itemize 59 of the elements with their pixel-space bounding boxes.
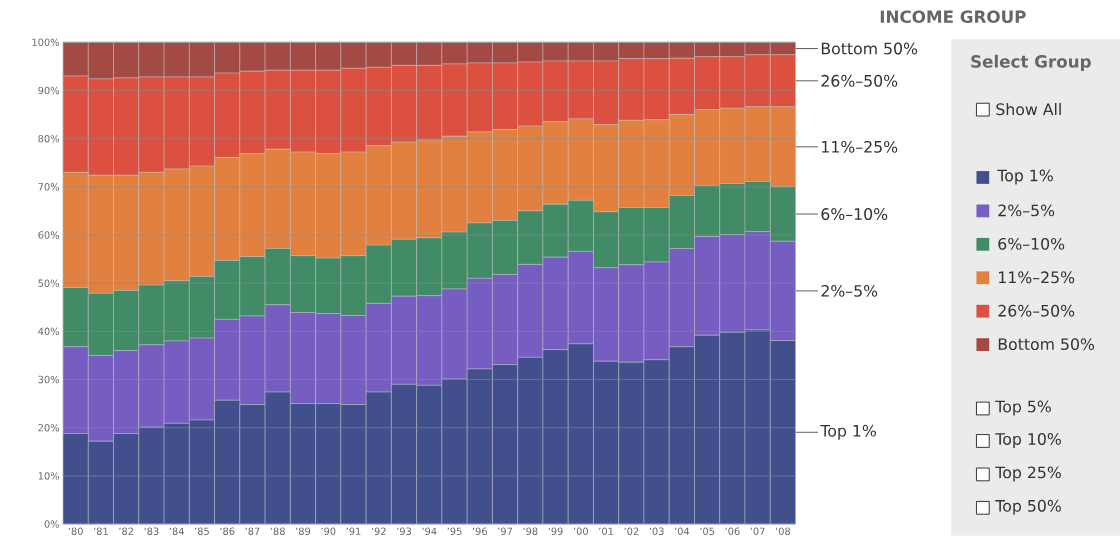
text: Top 10%	[995, 433, 1061, 449]
legend-label: 11%–25%	[999, 271, 1075, 284]
x-tick-label: ’88	[270, 527, 285, 536]
y-tick-label: 0%	[44, 520, 59, 528]
x-tick-label: ’91	[346, 527, 361, 536]
legend-label: 6%–10%	[998, 238, 1065, 250]
text: Top 25%	[995, 466, 1061, 482]
x-tick-label: ’01	[599, 527, 613, 536]
x-tick-label: ’81	[93, 527, 108, 536]
x-tick-label: ’05	[700, 527, 715, 536]
x-tick-label: ’08	[775, 527, 791, 536]
x-tick-label: ’84	[169, 527, 184, 536]
x-tick-label: ’89	[296, 527, 311, 536]
text: INCOME GROUP	[880, 10, 1026, 24]
y-tick-label: 60%	[38, 231, 59, 239]
x-tick-label: ’90	[321, 527, 336, 536]
legend-title: Select Group	[971, 55, 1091, 72]
x-tick-label: ’03	[649, 527, 664, 536]
text: Top 50%	[995, 500, 1061, 515]
text: 11%–25%	[822, 141, 898, 153]
y-tick-label: 20%	[38, 424, 59, 432]
series-label: Top 1%	[820, 425, 876, 440]
text: Top 5%	[995, 400, 1051, 416]
x-tick-label: ’96	[472, 527, 487, 536]
y-tick-label: 50%	[38, 279, 59, 288]
x-tick-label: ’97	[498, 527, 513, 536]
x-tick-label: ’04	[674, 527, 690, 536]
x-tick-label: ’83	[144, 527, 159, 536]
legend-label: 26%–50%	[998, 304, 1075, 317]
y-tick-label: 80%	[38, 135, 59, 143]
x-tick-label: ’00	[573, 527, 588, 536]
x-tick-label: ’87	[245, 527, 260, 536]
x-tick-label: ’06	[725, 527, 740, 536]
text: Top 1%	[997, 169, 1053, 185]
legend-label: 2%–5%	[998, 204, 1055, 217]
y-tick-label: 40%	[38, 327, 59, 336]
x-tick-label: ’82	[119, 527, 133, 536]
text: 6%–10%	[821, 208, 888, 221]
x-tick-label: ’80	[68, 527, 83, 536]
legend-label: Bottom 50%	[998, 338, 1095, 351]
text: 2%–5%	[821, 285, 878, 298]
y-tick-label: 100%	[32, 38, 59, 47]
x-tick-label: ’99	[548, 527, 563, 536]
x-tick-label: ’85	[194, 527, 209, 536]
y-tick-label: 90%	[38, 86, 59, 95]
x-tick-label: ’02	[624, 527, 639, 536]
x-tick-label: ’94	[422, 527, 437, 536]
x-tick-label: ’07	[750, 527, 765, 536]
text: Bottom 50%	[821, 42, 918, 55]
x-tick-label: ’86	[220, 527, 235, 536]
y-tick-label: 70%	[38, 183, 59, 191]
x-tick-label: ’95	[447, 527, 462, 536]
text: Show All	[996, 103, 1061, 116]
y-tick-label: 10%	[38, 472, 59, 480]
y-tick-label: 30%	[38, 375, 59, 384]
x-tick-label: ’93	[397, 527, 412, 536]
x-tick-label: ’98	[523, 527, 538, 536]
x-tick-label: ’92	[371, 527, 386, 536]
text: 26%–50%	[821, 75, 898, 87]
